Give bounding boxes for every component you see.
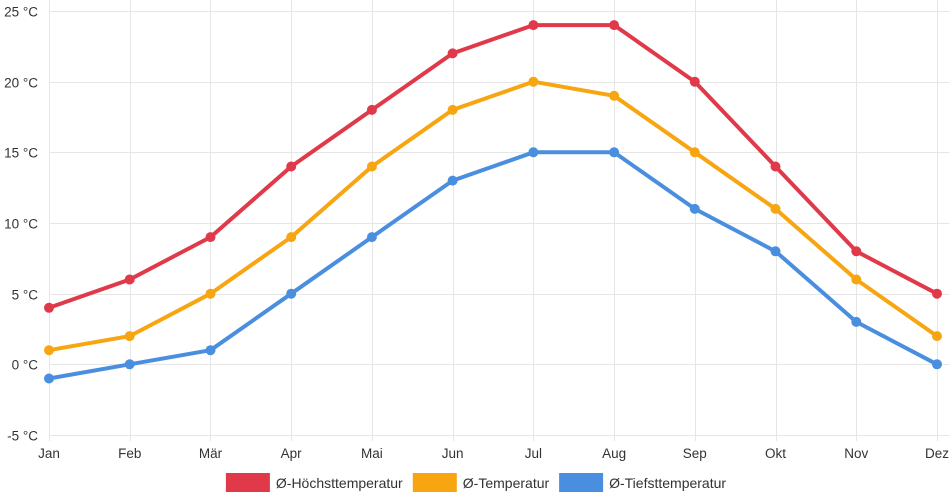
series-line — [47, 23, 939, 310]
x-tick-label: Sep — [683, 446, 707, 461]
x-tick-label: Nov — [844, 446, 868, 461]
data-point — [286, 232, 297, 243]
data-point — [44, 345, 54, 356]
data-point — [447, 48, 458, 59]
series-2 — [44, 147, 942, 384]
y-tick-label: 10 °C — [4, 217, 38, 232]
data-point — [205, 232, 216, 243]
data-point — [689, 76, 700, 87]
y-tick-label: -5 °C — [7, 429, 38, 444]
y-tick-label: 5 °C — [12, 288, 39, 303]
data-point — [528, 76, 539, 87]
x-tick-label: Feb — [118, 446, 141, 461]
data-point — [528, 20, 539, 31]
data-point — [44, 373, 54, 384]
series-0 — [44, 20, 942, 313]
series-1 — [44, 76, 942, 356]
series-line — [47, 150, 939, 381]
data-point — [851, 246, 862, 257]
y-axis: 25 °C 20 °C 15 °C 10 °C 5 °C 0 °C -5 °C — [4, 5, 38, 444]
x-tick-label: Mär — [199, 446, 223, 461]
data-point — [689, 147, 700, 158]
legend-label: Ø-Höchsttemperatur — [276, 475, 403, 491]
x-tick-label: Mai — [361, 446, 383, 461]
y-tick-label: 0 °C — [12, 358, 39, 373]
series-line — [47, 79, 939, 353]
y-tick-label: 15 °C — [4, 146, 38, 161]
data-point — [44, 302, 54, 313]
x-tick-label: Dez — [925, 446, 949, 461]
legend-label: Ø-Temperatur — [463, 475, 550, 491]
data-point — [205, 345, 216, 356]
legend-item[interactable]: Ø-Temperatur — [412, 473, 550, 492]
data-point — [124, 274, 135, 285]
data-point — [286, 288, 297, 299]
data-point — [124, 331, 135, 342]
data-point — [851, 316, 862, 327]
legend-item[interactable]: Ø-Tiefsttemperatur — [559, 473, 726, 492]
legend: Ø-Höchsttemperatur Ø-Temperatur Ø-Tiefstte… — [225, 473, 726, 492]
data-point — [366, 104, 377, 115]
grid-lines — [49, 0, 949, 441]
data-point — [609, 90, 620, 101]
data-point — [205, 288, 216, 299]
x-tick-label: Jan — [38, 446, 60, 461]
legend-swatch — [412, 473, 457, 492]
legend-item[interactable]: Ø-Höchsttemperatur — [225, 473, 403, 492]
data-point — [770, 246, 781, 257]
data-point — [770, 161, 781, 172]
data-point — [932, 359, 942, 370]
data-point — [932, 331, 942, 342]
data-point — [447, 175, 458, 186]
x-tick-label: Jul — [525, 446, 542, 461]
data-point — [366, 232, 377, 243]
x-tick-label: Aug — [602, 446, 626, 461]
data-point — [932, 288, 942, 299]
data-point — [286, 161, 297, 172]
legend-swatch — [225, 473, 270, 492]
x-tick-label: Okt — [765, 446, 786, 461]
x-tick-label: Jun — [442, 446, 464, 461]
x-axis: Jan Feb Mär Apr Mai Jun Jul Aug Sep Okt Nov Dez — [38, 446, 949, 461]
data-point — [528, 147, 539, 158]
data-point — [770, 203, 781, 214]
data-point — [609, 147, 620, 158]
data-point — [124, 359, 135, 370]
data-point — [609, 20, 620, 31]
data-point — [851, 274, 862, 285]
y-tick-label: 25 °C — [4, 5, 38, 20]
legend-swatch — [559, 473, 604, 492]
data-point — [689, 203, 700, 214]
legend-label: Ø-Tiefsttemperatur — [609, 475, 726, 491]
y-tick-label: 20 °C — [4, 76, 38, 91]
data-point — [366, 161, 377, 172]
series-lines — [44, 20, 942, 384]
data-point — [447, 104, 458, 115]
x-tick-label: Apr — [281, 446, 303, 461]
